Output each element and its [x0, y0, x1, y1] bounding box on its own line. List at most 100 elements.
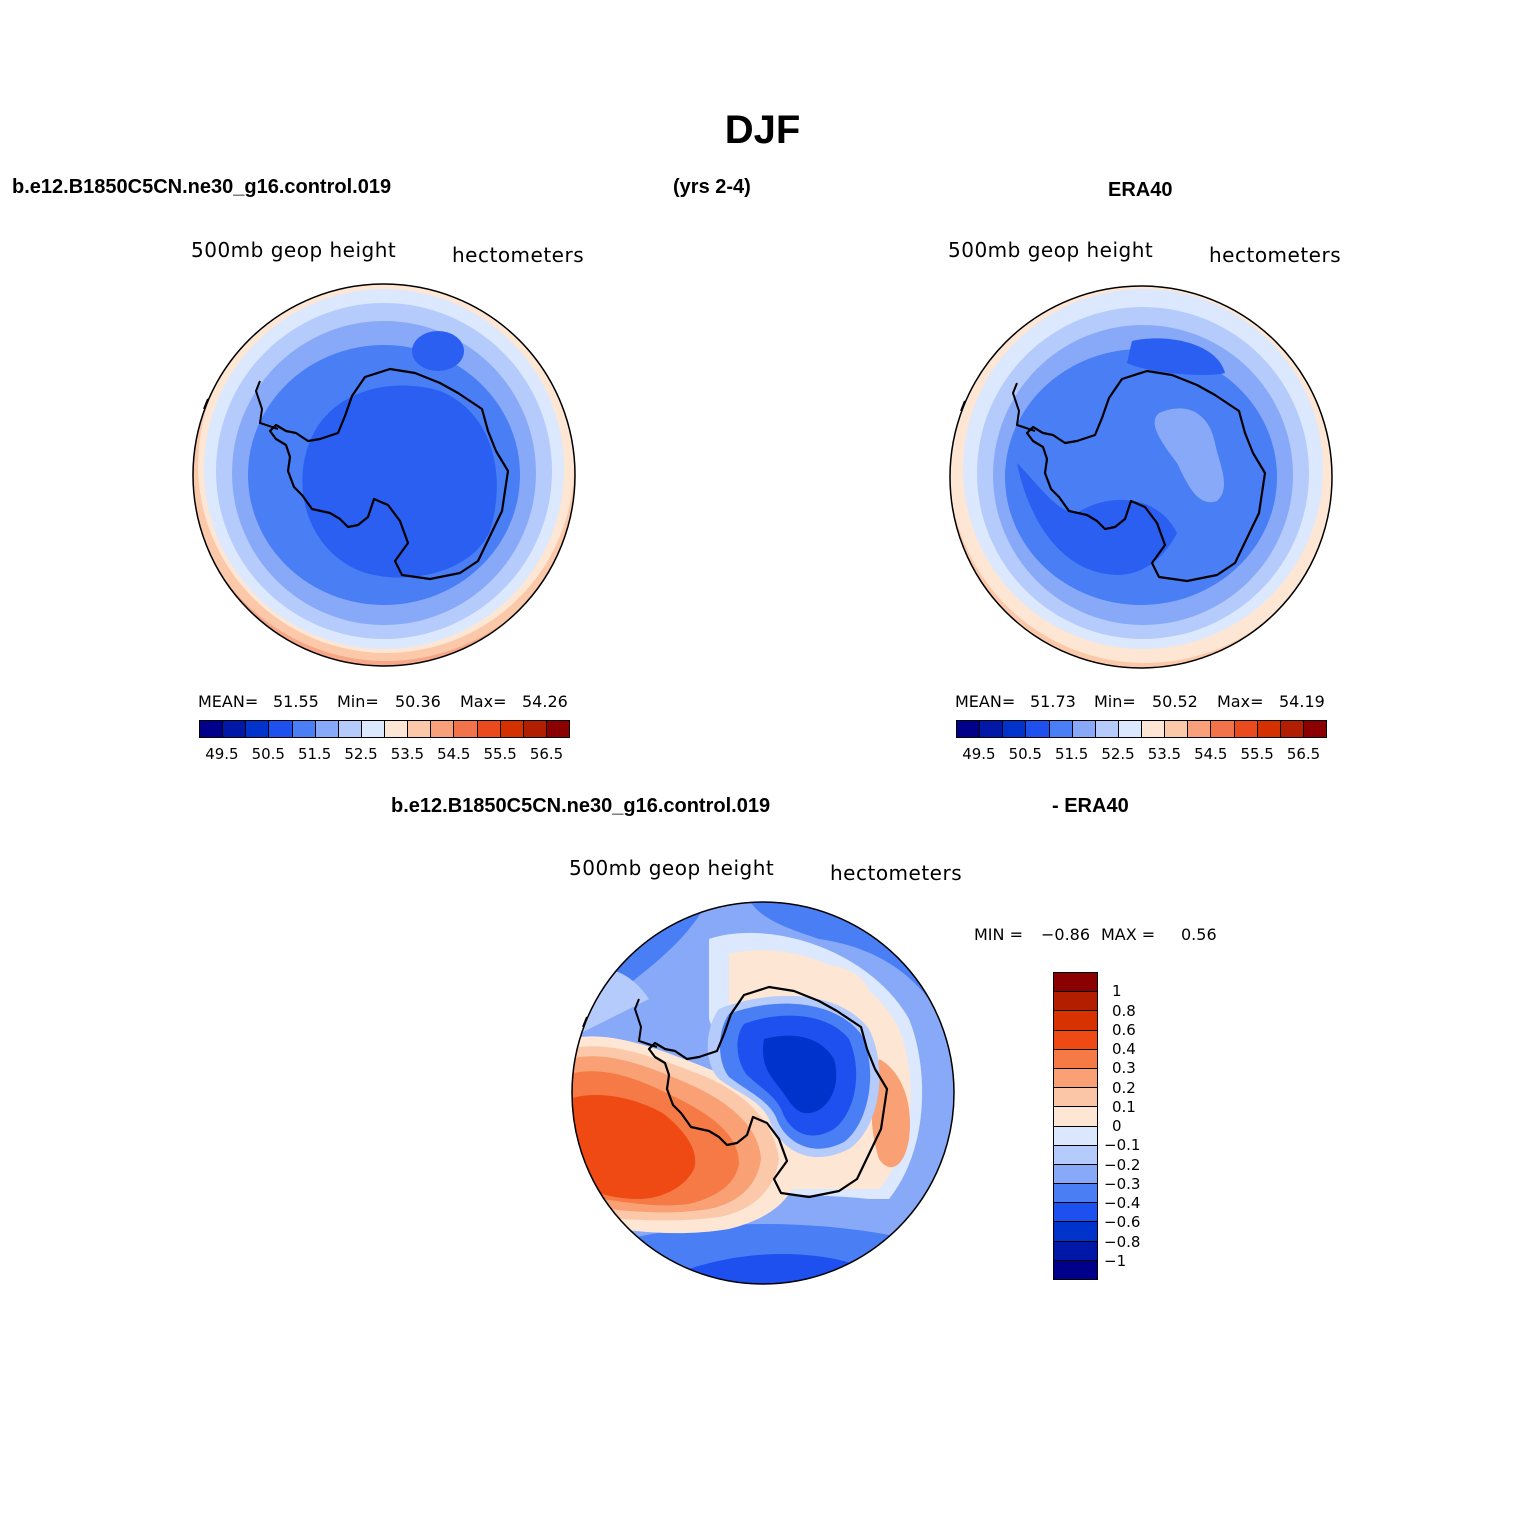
diff-min-value: −0.86	[1041, 925, 1091, 944]
obs-colorbar-swatch	[1118, 721, 1142, 737]
diff-max-value: 0.56	[1181, 925, 1217, 944]
model-colorbar-swatch	[246, 721, 270, 737]
diff-variable-label: 500mb geop height	[569, 856, 775, 880]
model-colorbar-swatch	[431, 721, 455, 737]
diff-colorbar-swatch	[1054, 1011, 1097, 1031]
main-title: DJF	[724, 108, 801, 152]
obs-colorbar-tick-label: 50.5	[1008, 745, 1042, 763]
diff-colorbar-swatch	[1054, 1068, 1097, 1089]
obs-colorbar-tick-label: 55.5	[1240, 745, 1274, 763]
diff-colorbar-tick-label: 0.6	[1112, 1020, 1136, 1039]
obs-mean-label: MEAN=	[955, 692, 1016, 711]
model-colorbar-swatch	[338, 721, 362, 737]
diff-colorbar-tick-label: −0.4	[1104, 1194, 1141, 1212]
diff-max-label: MAX =	[1101, 925, 1156, 944]
diff-colorbar-swatch	[1054, 1222, 1097, 1242]
diff-obs-header: - ERA40	[1052, 795, 1129, 817]
obs-colorbar-swatch	[1049, 721, 1073, 737]
model-max-value: 54.26	[522, 692, 568, 711]
model-colorbar-tick-label: 56.5	[529, 745, 564, 763]
obs-colorbar-swatch	[1211, 721, 1235, 737]
obs-colorbar	[956, 720, 1327, 738]
diff-colorbar-ticks: 1 0.8 0.6 0.4 0.3 0.2 0.1 0 −0.1 −0.2 −0.3 −0.4 −0.6…	[1104, 972, 1164, 1280]
diff-colorbar-tick-label: −1	[1104, 1251, 1127, 1270]
years-header: (yrs 2-4)	[673, 176, 751, 198]
obs-colorbar-swatch	[1072, 721, 1096, 737]
diff-colorbar-swatch	[1054, 1126, 1097, 1146]
model-colorbar-swatch	[454, 721, 478, 737]
model-min-value: 50.36	[395, 692, 441, 711]
obs-name-header: ERA40	[1108, 179, 1173, 201]
obs-colorbar-swatch	[1142, 721, 1166, 737]
diff-colorbar-tick-label: 0.3	[1112, 1059, 1136, 1078]
model-mean-label: MEAN=	[198, 692, 259, 711]
obs-colorbar-swatch	[1003, 721, 1027, 737]
diff-colorbar-swatch	[1054, 992, 1097, 1012]
diff-colorbar-swatch	[1054, 973, 1097, 993]
obs-colorbar-ticks: 49.5 50.5 51.5 52.5 53.5 54.5 55.5 56.5	[956, 745, 1327, 765]
model-colorbar-swatch	[292, 721, 316, 737]
diff-polar-map	[571, 901, 955, 1285]
model-colorbar-tick-label: 50.5	[251, 745, 285, 763]
diff-colorbar	[1053, 972, 1098, 1280]
diff-colorbar-tick-label: 0.1	[1112, 1097, 1136, 1116]
model-colorbar-swatch	[408, 721, 432, 737]
model-colorbar-tick-label: 53.5	[390, 745, 425, 763]
model-polar-map	[192, 283, 576, 667]
diff-colorbar-tick-label: 0.2	[1112, 1078, 1136, 1097]
obs-min-label: Min=	[1094, 692, 1136, 711]
obs-colorbar-swatch	[1026, 721, 1050, 737]
obs-colorbar-swatch	[957, 721, 981, 737]
diff-colorbar-swatch	[1054, 1184, 1097, 1204]
obs-colorbar-swatch	[1165, 721, 1189, 737]
obs-colorbar-swatch	[1095, 721, 1119, 737]
model-min-label: Min=	[337, 692, 379, 711]
obs-colorbar-swatch	[980, 721, 1004, 737]
model-colorbar-tick-label: 55.5	[483, 745, 517, 763]
diff-min-label: MIN =	[974, 925, 1023, 944]
obs-colorbar-swatch	[1188, 721, 1212, 737]
model-colorbar-swatch	[477, 721, 501, 737]
obs-units-label: hectometers	[1209, 243, 1342, 267]
diff-colorbar-tick-label: 0.4	[1112, 1040, 1136, 1058]
diff-colorbar-swatch	[1054, 1107, 1097, 1127]
obs-colorbar-swatch	[1303, 721, 1326, 737]
model-units-label: hectometers	[452, 243, 585, 267]
model-colorbar-tick-label: 49.5	[205, 745, 239, 763]
obs-colorbar-tick-label: 53.5	[1147, 745, 1182, 763]
diff-colorbar-swatch	[1054, 1241, 1097, 1261]
obs-colorbar-tick-label: 56.5	[1286, 745, 1321, 763]
diff-colorbar-swatch	[1054, 1088, 1097, 1108]
obs-variable-label: 500mb geop height	[948, 238, 1154, 262]
model-colorbar-swatch	[223, 721, 247, 737]
diff-colorbar-swatch	[1054, 1030, 1097, 1050]
diff-colorbar-tick-label: 0	[1112, 1117, 1122, 1135]
diff-case-header: b.e12.B1850C5CN.ne30_g16.control.019	[391, 795, 771, 817]
model-colorbar-tick-label: 51.5	[297, 745, 332, 763]
diff-colorbar-swatch	[1054, 1260, 1097, 1279]
model-variable-label: 500mb geop height	[191, 238, 397, 262]
diff-colorbar-tick-label: −0.3	[1104, 1174, 1141, 1193]
obs-max-value: 54.19	[1279, 692, 1325, 711]
obs-colorbar-swatch	[1234, 721, 1258, 737]
obs-colorbar-tick-label: 54.5	[1194, 745, 1228, 763]
diff-units-label: hectometers	[830, 861, 963, 885]
model-max-label: Max=	[460, 692, 507, 711]
diff-colorbar-swatch	[1054, 1203, 1097, 1223]
obs-colorbar-tick-label: 51.5	[1054, 745, 1089, 763]
diff-colorbar-tick-label: 0.8	[1112, 1001, 1136, 1020]
obs-colorbar-swatch	[1257, 721, 1281, 737]
model-colorbar-swatch	[523, 721, 547, 737]
obs-colorbar-tick-label: 52.5	[1101, 745, 1135, 763]
model-colorbar-tick-label: 52.5	[344, 745, 378, 763]
model-colorbar-swatch	[315, 721, 339, 737]
model-colorbar-ticks: 49.5 50.5 51.5 52.5 53.5 54.5 55.5 56.5	[199, 745, 570, 765]
obs-colorbar-tick-label: 49.5	[962, 745, 996, 763]
diff-colorbar-tick-label: −0.1	[1104, 1136, 1141, 1155]
model-colorbar-swatch	[269, 721, 293, 737]
model-colorbar-tick-label: 54.5	[437, 745, 471, 763]
obs-min-value: 50.52	[1152, 692, 1198, 711]
model-colorbar	[199, 720, 570, 738]
diff-colorbar-swatch	[1054, 1164, 1097, 1185]
diff-colorbar-swatch	[1054, 1145, 1097, 1165]
